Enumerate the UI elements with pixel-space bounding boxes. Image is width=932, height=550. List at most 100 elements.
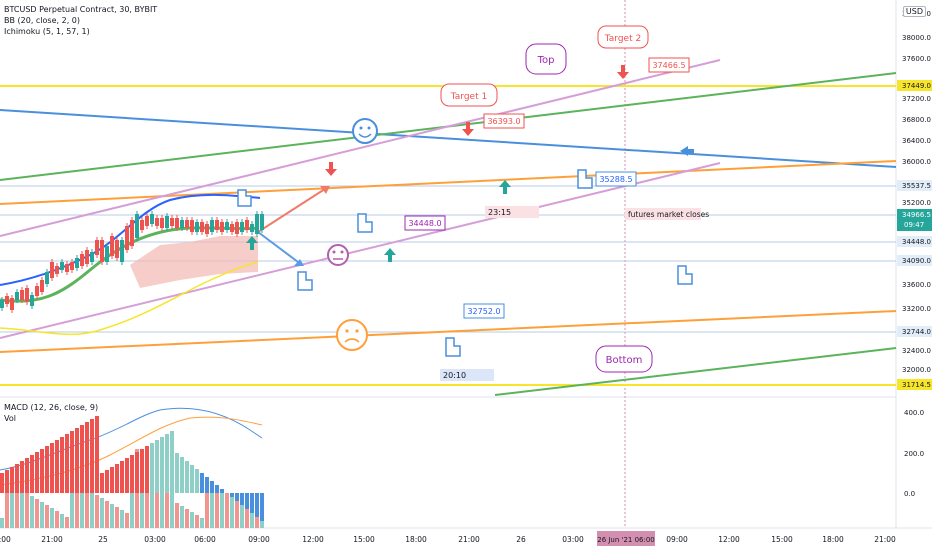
- time-tick: 12:00: [718, 535, 740, 544]
- smiley-face-icon[interactable]: [352, 118, 378, 144]
- callout-target-2[interactable]: Target 2: [597, 25, 649, 49]
- down-arrow-icon[interactable]: [617, 65, 629, 79]
- pointing-hand-icon[interactable]: [677, 265, 693, 285]
- projection-arrow-up[interactable]: [257, 186, 329, 233]
- candle-body: [30, 295, 34, 306]
- candle-body: [60, 262, 64, 270]
- volume-bar: [125, 513, 129, 528]
- pointing-hand-icon[interactable]: [297, 271, 313, 291]
- down-arrow-icon[interactable]: [325, 162, 337, 176]
- candle-body: [80, 254, 84, 266]
- macd-bar: [85, 422, 89, 493]
- price-label-time: 09:47: [904, 221, 924, 229]
- time-axis[interactable]: 18:00 21:00 25 03:00 06:00 09:00 12:00 15:00 18:…: [0, 531, 896, 546]
- candle-body: [215, 220, 219, 230]
- channel-line-violet-upper[interactable]: [0, 59, 721, 237]
- callout-bottom[interactable]: Bottom: [595, 345, 653, 373]
- svg-text:Bottom: Bottom: [606, 355, 643, 366]
- trendline-green-lower[interactable]: [494, 347, 897, 396]
- volume-bar: [235, 499, 239, 528]
- pointing-hand-icon[interactable]: [237, 189, 252, 207]
- candle-body: [155, 218, 159, 226]
- time-note-b: 20:10: [443, 371, 466, 380]
- volume-bar: [95, 495, 99, 528]
- ichimoku-legend: Ichimoku (5, 1, 57, 1): [4, 27, 90, 36]
- left-arrow-icon[interactable]: [680, 146, 694, 156]
- volume-bar: [50, 508, 54, 528]
- projection-arrow-down[interactable]: [257, 231, 303, 266]
- price-tag-32752[interactable]: 32752.0: [463, 303, 505, 319]
- volume-bar: [60, 514, 64, 528]
- macd-bar: [35, 452, 39, 493]
- up-arrow-icon[interactable]: [499, 180, 511, 194]
- futures-note: futures market closes: [628, 210, 709, 219]
- macd-bar: [240, 493, 244, 505]
- macd-bar: [90, 419, 94, 493]
- price-axis-labels: 37449.0 35537.5 34966.5 09:47 34448.0 34090.0…: [897, 80, 932, 390]
- macd-bar: [135, 452, 139, 493]
- macd-bar: [190, 465, 194, 493]
- sad-face-icon[interactable]: [336, 319, 368, 351]
- macd-bar: [115, 464, 119, 493]
- up-arrow-icon[interactable]: [246, 236, 258, 250]
- pointing-hand-icon[interactable]: [577, 169, 593, 189]
- macd-bar: [230, 493, 234, 497]
- macd-bar: [210, 481, 214, 493]
- time-tick: 21:00: [874, 535, 896, 544]
- macd-bar: [180, 457, 184, 493]
- ichimoku-lagging-line: [0, 261, 259, 336]
- candle-body: [250, 224, 254, 232]
- price-label: 32744.0: [902, 328, 931, 336]
- price-tick: 32400.0: [902, 347, 931, 355]
- down-arrow-icon[interactable]: [462, 122, 474, 136]
- volume-legend: Vol: [4, 414, 16, 423]
- price-tick: 38000.0: [902, 34, 931, 42]
- price-tag-35288[interactable]: 35288.5: [595, 171, 637, 187]
- trendline-blue[interactable]: [0, 109, 897, 168]
- volume-bar: [40, 502, 44, 528]
- candle-body: [260, 214, 264, 230]
- macd-legend: MACD (12, 26, close, 9): [4, 403, 99, 412]
- price-tag-34448[interactable]: 34448.0: [404, 215, 446, 231]
- candle-body: [55, 266, 59, 274]
- candle-body: [225, 222, 229, 230]
- trendline-orange-upper[interactable]: [0, 160, 897, 205]
- candle-body: [235, 222, 239, 234]
- volume-bar: [105, 501, 109, 528]
- volume-bar: [120, 510, 124, 528]
- pointing-hand-icon[interactable]: [445, 337, 461, 357]
- trendline-orange-lower[interactable]: [0, 310, 897, 353]
- macd-bar: [260, 493, 264, 521]
- volume-bar: [200, 518, 204, 528]
- time-tick: 09:00: [666, 535, 688, 544]
- volume-bar: [190, 512, 194, 528]
- candle-body: [5, 296, 9, 304]
- callout-target-1[interactable]: Target 1: [440, 83, 498, 107]
- macd-tick: 0.0: [904, 490, 915, 498]
- pointing-hand-icon[interactable]: [357, 213, 373, 233]
- callout-top[interactable]: Top: [525, 43, 567, 75]
- channel-line-violet-lower[interactable]: [0, 162, 721, 339]
- macd-bar: [80, 425, 84, 493]
- price-label-badge: [897, 209, 932, 231]
- volume-bar: [65, 517, 69, 528]
- volume-bar: [35, 499, 39, 528]
- candle-body: [0, 300, 4, 308]
- macd-bar: [105, 470, 109, 493]
- candle-body: [70, 262, 74, 270]
- up-arrow-icon[interactable]: [384, 248, 396, 262]
- price-tag-36393[interactable]: 36393.0: [483, 113, 525, 129]
- price-tag-37466[interactable]: 37466.5: [648, 57, 690, 73]
- candle-body: [160, 218, 164, 228]
- price-label-badge: [897, 255, 932, 266]
- macd-bar: [20, 461, 24, 493]
- candle-body: [180, 220, 184, 228]
- macd-tick: 400.0: [904, 409, 924, 417]
- macd-bar: [140, 449, 144, 493]
- neutral-face-icon[interactable]: [327, 244, 349, 266]
- macd-bar: [205, 477, 209, 493]
- volume-bar: [215, 487, 219, 528]
- currency-badge[interactable]: USD: [902, 6, 926, 17]
